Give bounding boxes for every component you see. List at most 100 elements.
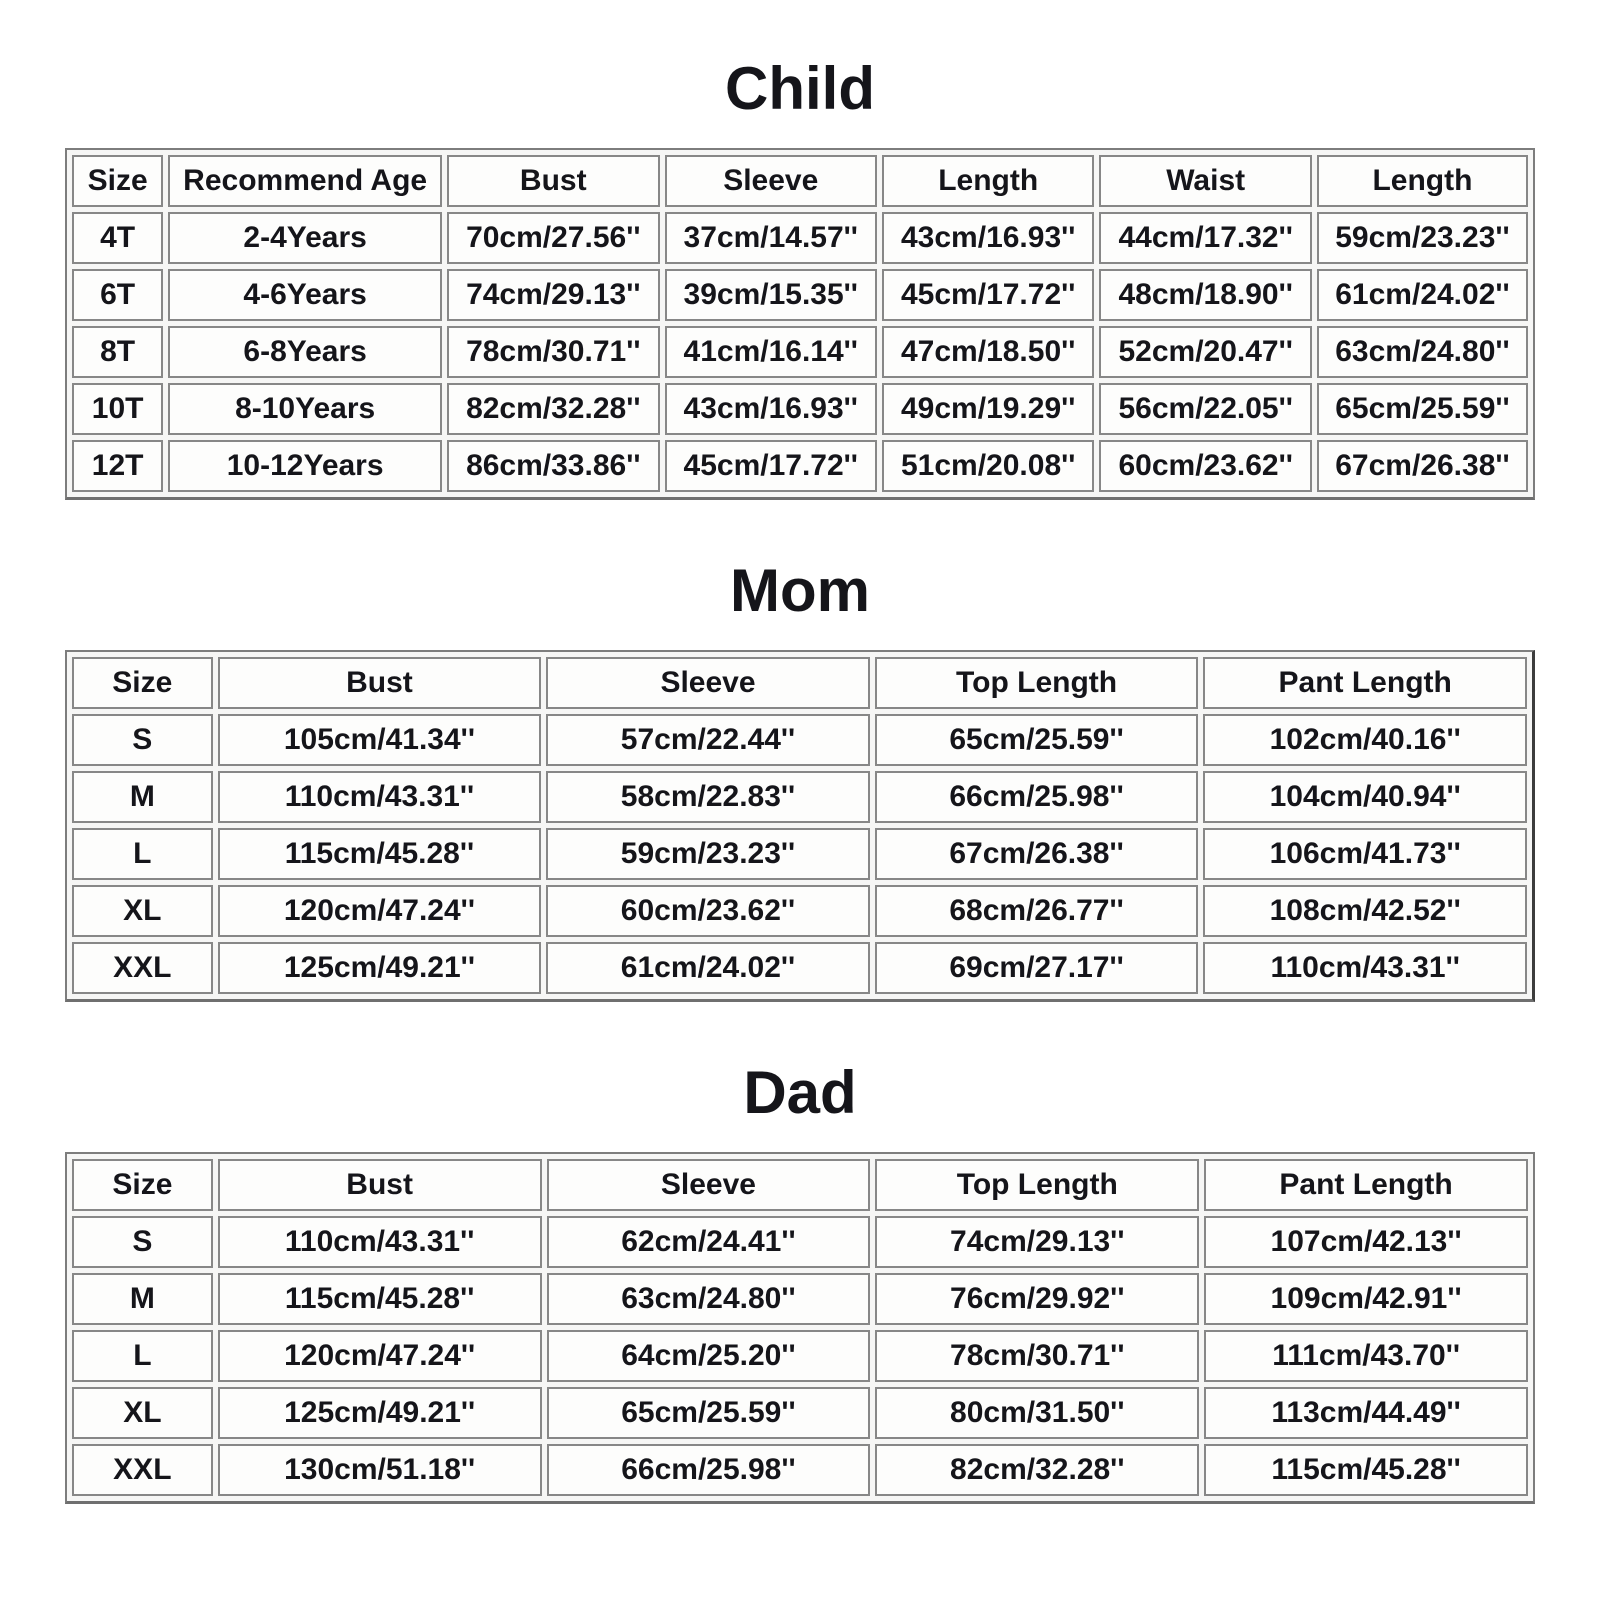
measurement-cell: 120cm/47.24''	[217, 1330, 542, 1382]
measurement-cell: 61cm/24.02''	[546, 942, 870, 994]
column-header: Recommend Age	[168, 155, 443, 207]
table-row: M 110cm/43.31'' 58cm/22.83'' 66cm/25.98'' 10…	[72, 771, 1527, 823]
table-row: 6T 4-6Years 74cm/29.13'' 39cm/15.35'' 45cm/1…	[72, 269, 1528, 321]
measurement-cell: 51cm/20.08''	[881, 440, 1095, 492]
section-child: Child Size Recommend Age Bust Sleeve Length W…	[0, 54, 1600, 500]
measurement-cell: 8-10Years	[168, 383, 443, 435]
column-header: Top Length	[874, 657, 1199, 709]
table-row: 4T 2-4Years 70cm/27.56'' 37cm/14.57'' 43cm/1…	[72, 212, 1528, 264]
measurement-cell: 4-6Years	[168, 269, 443, 321]
column-header: Size	[72, 657, 213, 709]
measurement-cell: 86cm/33.86''	[447, 440, 660, 492]
size-cell: S	[72, 1216, 213, 1268]
column-header: Pant Length	[1204, 1159, 1528, 1211]
measurement-cell: 106cm/41.73''	[1203, 828, 1527, 880]
measurement-cell: 102cm/40.16''	[1203, 714, 1527, 766]
size-chart-page: Child Size Recommend Age Bust Sleeve Length W…	[0, 54, 1600, 1504]
column-header: Sleeve	[546, 1159, 871, 1211]
measurement-cell: 105cm/41.34''	[217, 714, 542, 766]
measurement-cell: 65cm/25.59''	[874, 714, 1199, 766]
size-cell: XL	[72, 885, 213, 937]
measurement-cell: 111cm/43.70''	[1204, 1330, 1528, 1382]
section-mom: Mom Size Bust Sleeve Top Length Pant Length S…	[0, 556, 1600, 1002]
dad-size-table: Size Bust Sleeve Top Length Pant Length S 110c…	[65, 1152, 1535, 1504]
measurement-cell: 39cm/15.35''	[664, 269, 877, 321]
measurement-cell: 49cm/19.29''	[881, 383, 1095, 435]
measurement-cell: 45cm/17.72''	[881, 269, 1095, 321]
table-row: XL 125cm/49.21'' 65cm/25.59'' 80cm/31.50'' 1…	[72, 1387, 1528, 1439]
table-row: XL 120cm/47.24'' 60cm/23.62'' 68cm/26.77'' 1…	[72, 885, 1527, 937]
column-header: Length	[1316, 155, 1528, 207]
section-dad: Dad Size Bust Sleeve Top Length Pant Length S…	[0, 1058, 1600, 1504]
measurement-cell: 120cm/47.24''	[217, 885, 542, 937]
measurement-cell: 68cm/26.77''	[874, 885, 1199, 937]
column-header: Sleeve	[546, 657, 870, 709]
measurement-cell: 60cm/23.62''	[546, 885, 870, 937]
measurement-cell: 56cm/22.05''	[1099, 383, 1312, 435]
table-row: S 110cm/43.31'' 62cm/24.41'' 74cm/29.13'' 10…	[72, 1216, 1528, 1268]
column-header: Sleeve	[664, 155, 877, 207]
column-header: Length	[881, 155, 1095, 207]
measurement-cell: 57cm/22.44''	[546, 714, 870, 766]
measurement-cell: 10-12Years	[168, 440, 443, 492]
column-header: Waist	[1099, 155, 1312, 207]
measurement-cell: 110cm/43.31''	[217, 1216, 542, 1268]
mom-size-table: Size Bust Sleeve Top Length Pant Length S 105c…	[65, 650, 1535, 1002]
header-row: Size Recommend Age Bust Sleeve Length Waist Le…	[72, 155, 1528, 207]
size-cell: 12T	[72, 440, 164, 492]
size-cell: 6T	[72, 269, 164, 321]
measurement-cell: 47cm/18.50''	[881, 326, 1095, 378]
measurement-cell: 125cm/49.21''	[217, 1387, 542, 1439]
measurement-cell: 63cm/24.80''	[546, 1273, 871, 1325]
measurement-cell: 62cm/24.41''	[546, 1216, 871, 1268]
measurement-cell: 104cm/40.94''	[1203, 771, 1527, 823]
column-header: Pant Length	[1203, 657, 1527, 709]
size-cell: 4T	[72, 212, 164, 264]
table-row: XXL 130cm/51.18'' 66cm/25.98'' 82cm/32.28''…	[72, 1444, 1528, 1496]
measurement-cell: 74cm/29.13''	[875, 1216, 1200, 1268]
measurement-cell: 70cm/27.56''	[447, 212, 660, 264]
measurement-cell: 110cm/43.31''	[217, 771, 542, 823]
measurement-cell: 58cm/22.83''	[546, 771, 870, 823]
measurement-cell: 108cm/42.52''	[1203, 885, 1527, 937]
measurement-cell: 43cm/16.93''	[881, 212, 1095, 264]
header-row: Size Bust Sleeve Top Length Pant Length	[72, 1159, 1528, 1211]
child-size-table: Size Recommend Age Bust Sleeve Length Waist Le…	[65, 148, 1535, 500]
measurement-cell: 115cm/45.28''	[217, 1273, 542, 1325]
measurement-cell: 74cm/29.13''	[447, 269, 660, 321]
size-cell: 8T	[72, 326, 164, 378]
measurement-cell: 44cm/17.32''	[1099, 212, 1312, 264]
measurement-cell: 45cm/17.72''	[664, 440, 877, 492]
column-header: Bust	[447, 155, 660, 207]
table-row: 12T 10-12Years 86cm/33.86'' 45cm/17.72'' 51c…	[72, 440, 1528, 492]
measurement-cell: 69cm/27.17''	[874, 942, 1199, 994]
measurement-cell: 67cm/26.38''	[874, 828, 1199, 880]
table-row: L 115cm/45.28'' 59cm/23.23'' 67cm/26.38'' 10…	[72, 828, 1527, 880]
mom-title: Mom	[730, 557, 870, 624]
measurement-cell: 115cm/45.28''	[1204, 1444, 1528, 1496]
measurement-cell: 41cm/16.14''	[664, 326, 877, 378]
measurement-cell: 78cm/30.71''	[875, 1330, 1200, 1382]
dad-title: Dad	[743, 1059, 857, 1126]
size-cell: 10T	[72, 383, 164, 435]
measurement-cell: 61cm/24.02''	[1316, 269, 1528, 321]
measurement-cell: 76cm/29.92''	[875, 1273, 1200, 1325]
measurement-cell: 82cm/32.28''	[875, 1444, 1200, 1496]
table-row: S 105cm/41.34'' 57cm/22.44'' 65cm/25.59'' 10…	[72, 714, 1527, 766]
size-cell: L	[72, 1330, 213, 1382]
measurement-cell: 82cm/32.28''	[447, 383, 660, 435]
size-cell: XXL	[72, 1444, 213, 1496]
size-cell: S	[72, 714, 213, 766]
measurement-cell: 60cm/23.62''	[1099, 440, 1312, 492]
measurement-cell: 80cm/31.50''	[875, 1387, 1200, 1439]
size-cell: L	[72, 828, 213, 880]
measurement-cell: 52cm/20.47''	[1099, 326, 1312, 378]
measurement-cell: 66cm/25.98''	[546, 1444, 871, 1496]
measurement-cell: 115cm/45.28''	[217, 828, 542, 880]
measurement-cell: 63cm/24.80''	[1316, 326, 1528, 378]
measurement-cell: 109cm/42.91''	[1204, 1273, 1528, 1325]
measurement-cell: 107cm/42.13''	[1204, 1216, 1528, 1268]
measurement-cell: 59cm/23.23''	[1316, 212, 1528, 264]
measurement-cell: 43cm/16.93''	[664, 383, 877, 435]
table-row: 10T 8-10Years 82cm/32.28'' 43cm/16.93'' 49cm…	[72, 383, 1528, 435]
